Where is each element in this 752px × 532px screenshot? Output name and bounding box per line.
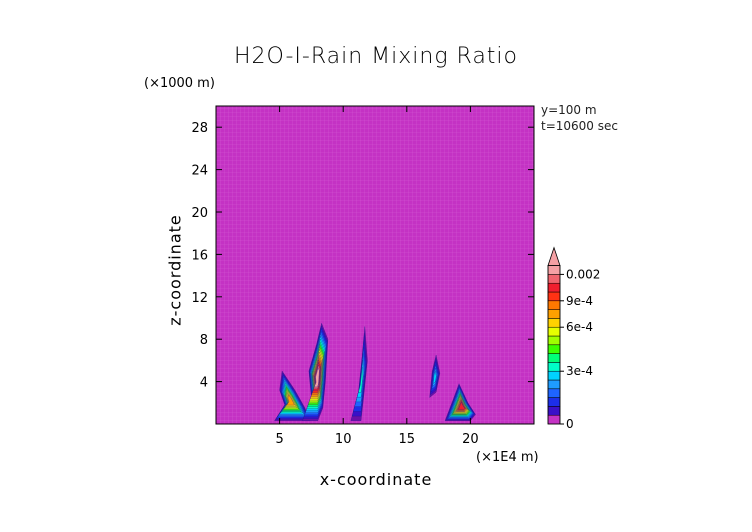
colorbar-band (547, 362, 561, 372)
colorbar-label: 0.002 (566, 267, 600, 281)
colorbar-band (547, 300, 561, 310)
y-axis-multiplier: (×1000 m) (144, 76, 215, 91)
x-axis-multiplier: (×1E4 m) (476, 450, 539, 465)
x-axis-label: x-coordinate (319, 470, 433, 489)
plot-grid-texture (216, 106, 534, 424)
colorbar-frame (547, 265, 561, 425)
plume-11km (350, 326, 368, 421)
colorbar-band (547, 353, 561, 363)
y-tick-label: 16 (191, 248, 208, 263)
contour-band (458, 401, 465, 410)
x-tick-label: 5 (275, 432, 283, 447)
annotation-y-position: y=100 m (541, 103, 597, 117)
x-tick-label: 10 (335, 432, 352, 447)
annotation-time: t=10600 sec (541, 119, 618, 133)
plume-17km (429, 354, 441, 398)
x-tick-label: 20 (462, 432, 479, 447)
colorbar-band (547, 282, 561, 293)
y-tick-label: 8 (200, 333, 208, 348)
plot-frame (215, 105, 535, 425)
plume-19km (444, 383, 476, 421)
colorbar-band (547, 326, 561, 337)
contour-band (433, 371, 437, 384)
y-tick-label: 20 (191, 206, 208, 221)
colorbar-band (547, 309, 561, 319)
colorbar-band (547, 344, 561, 354)
contour-band (358, 366, 364, 393)
contour-band (314, 367, 320, 388)
colorbar-band (547, 397, 561, 407)
colorbar-extend-arrow (547, 246, 561, 267)
y-tick-label: 28 (191, 121, 208, 136)
colorbar-band (547, 379, 561, 390)
x-tick-label: 15 (399, 432, 416, 447)
colorbar-band (547, 406, 561, 416)
colorbar-label: 6e-4 (566, 320, 593, 334)
colorbar-band (547, 388, 561, 398)
y-tick-label: 4 (200, 376, 208, 391)
colorbar-band (547, 274, 561, 284)
chart-title: H2O-I-Rain Mixing Ratio (233, 44, 518, 69)
colorbar-label: 0 (566, 417, 574, 431)
colorbar-label: 3e-4 (566, 364, 593, 378)
colorbar-band (547, 370, 561, 381)
plume-5km (274, 370, 311, 421)
contour-band (286, 394, 295, 406)
y-tick-label: 24 (191, 164, 208, 179)
colorbar-label: 9e-4 (566, 294, 593, 308)
colorbar-band (547, 335, 561, 346)
plume-8km (302, 323, 329, 421)
colorbar-band (547, 414, 561, 425)
colorbar-band (547, 265, 561, 275)
colorbar-band (547, 318, 561, 328)
y-tick-label: 12 (191, 291, 208, 306)
colorbar-band (547, 291, 561, 302)
